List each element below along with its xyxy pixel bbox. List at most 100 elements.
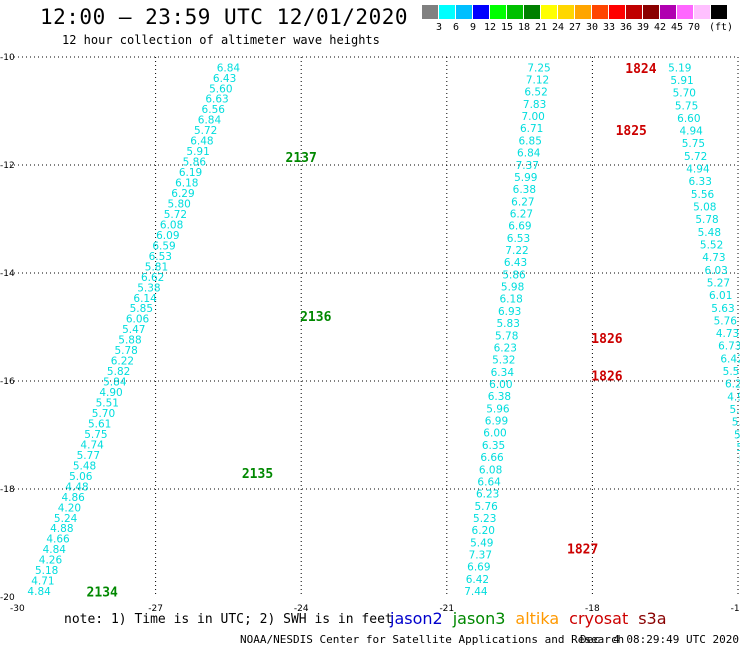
wave-height-value: 5.77	[77, 450, 100, 462]
legend-label: 39	[636, 22, 650, 33]
wave-height-value: 4.94	[686, 164, 710, 176]
wave-height-value: 6.20	[472, 525, 495, 537]
wave-height-value: 6.93	[498, 306, 521, 318]
wave-height-value: 7.44	[464, 586, 488, 598]
wave-height-value: 5.60	[209, 83, 232, 95]
wave-height-value: 5.82	[107, 366, 130, 378]
wave-height-value: 4.73	[716, 328, 739, 340]
pass-number-label: 1826	[591, 332, 622, 347]
wave-height-value: 6.38	[513, 184, 536, 196]
wave-height-value: 6.56	[202, 104, 226, 116]
satellite-legend: jason2 jason3 altika cryosat s3a	[390, 609, 667, 628]
wave-height-value: 6.52	[524, 87, 547, 99]
wave-height-value: 4.48	[65, 481, 88, 493]
footer-note: note: 1) Time is in UTC; 2) SWH is in fe…	[64, 612, 393, 627]
wave-height-value: 5.48	[73, 460, 96, 472]
legend-swatch	[626, 5, 643, 19]
wave-height-value: 6.06	[126, 314, 150, 326]
wave-height-value: 6.22	[111, 356, 134, 368]
legend-label: (ft)	[708, 22, 734, 33]
wave-height-value: 5.48	[698, 227, 721, 239]
y-tick-label: -16	[0, 377, 15, 387]
wave-height-value: 5.88	[118, 335, 141, 347]
wave-height-value: 6.99	[485, 416, 508, 428]
wave-height-value: 4.20	[58, 502, 81, 514]
wave-height-value: 6.08	[479, 464, 502, 476]
credit-line: NOAA/NESDIS Center for Satellite Applica…	[240, 633, 625, 646]
legend-label: 3	[435, 22, 443, 33]
pass-number-label: 2137	[286, 151, 317, 166]
wave-height-value: 4.71	[31, 576, 54, 588]
satellite-s3a: s3a	[638, 609, 667, 628]
wave-height-value: 5.98	[501, 282, 524, 294]
wave-height-value: 4.90	[99, 387, 122, 399]
wave-height-value: 7.00	[521, 111, 544, 123]
wave-height-value: 4.88	[50, 523, 73, 535]
wave-height-value: 4.94	[727, 391, 740, 403]
legend-label: 12	[483, 22, 497, 33]
legend-swatch	[575, 5, 592, 19]
legend-label: 9	[469, 22, 477, 33]
wave-height-value: 5.06	[69, 471, 93, 483]
wave-height-value: 6.53	[149, 251, 172, 263]
legend-swatch	[541, 5, 558, 19]
satellite-jason2: jason2	[390, 609, 443, 628]
wave-height-value: 5.72	[194, 125, 217, 137]
wave-height-value: 6.00	[483, 428, 506, 440]
pass-number-label: 1827	[567, 542, 598, 557]
wave-height-value: 7.25	[527, 62, 550, 74]
wave-height-value: 4.86	[61, 492, 85, 504]
legend-swatches	[422, 5, 728, 19]
y-tick-label: -14	[0, 269, 15, 279]
wave-height-value: 5.70	[92, 408, 115, 420]
legend-swatch	[677, 5, 694, 19]
legend-swatch	[524, 5, 541, 19]
wave-height-value: 6.01	[709, 290, 732, 302]
wave-height-value: 5.38	[137, 282, 160, 294]
wave-height-value: 4.84	[27, 586, 51, 598]
wave-height-value: 4.94	[679, 126, 703, 138]
wave-height-value: 5.59	[723, 366, 740, 378]
wave-height-value: 5.72	[684, 151, 707, 163]
legend-swatch	[456, 5, 473, 19]
wave-height-value: 5.75	[84, 429, 107, 441]
x-tick-label: -30	[10, 604, 25, 614]
pass-number-label: 1824	[625, 62, 656, 77]
wave-height-value: 6.00	[489, 379, 512, 391]
legend-swatch	[660, 5, 677, 19]
legend-label: 36	[619, 22, 633, 33]
color-legend: 3 6 9 12 15 18 21 24 27 30 33 36 39 42 45 70 (ft)	[422, 5, 733, 33]
wave-height-value: 5.83	[497, 318, 520, 330]
wave-height-value: 5.18	[35, 565, 58, 577]
pass-number-label: 1825	[616, 124, 647, 139]
wave-height-value: 6.71	[520, 123, 543, 135]
wave-height-value: 5.99	[514, 172, 537, 184]
wave-height-value: 6.42	[466, 574, 489, 586]
x-tick-label: -15	[731, 604, 740, 614]
pass-number-label: 2136	[300, 310, 331, 325]
x-tick-label: -27	[148, 604, 163, 614]
wave-height-value: 5.85	[130, 303, 153, 315]
wave-height-value: 6.69	[508, 221, 531, 233]
legend-label: 18	[517, 22, 531, 33]
legend-swatch	[643, 5, 660, 19]
legend-label: 27	[568, 22, 582, 33]
wave-height-value: 5.96	[486, 403, 510, 415]
wave-height-value: 5.56	[691, 189, 715, 201]
wave-height-value: 6.60	[677, 113, 700, 125]
wave-height-value: 6.20	[725, 379, 740, 391]
wave-height-value: 6.85	[519, 135, 542, 147]
legend-swatch	[609, 5, 626, 19]
legend-label: 6	[452, 22, 460, 33]
wave-height-value: 6.59	[152, 240, 175, 252]
wave-height-value: 4.73	[702, 252, 725, 264]
wave-height-value: 6.84	[517, 148, 541, 160]
x-tick-label: -24	[294, 604, 309, 614]
legend-label: 30	[585, 22, 599, 33]
page-subtitle: 12 hour collection of altimeter wave hei…	[62, 33, 380, 47]
wave-height-value: 6.33	[689, 176, 712, 188]
wave-height-value: 5.91	[186, 146, 209, 158]
wave-height-value: 5.75	[675, 100, 698, 112]
wave-height-value: 6.19	[179, 167, 202, 179]
